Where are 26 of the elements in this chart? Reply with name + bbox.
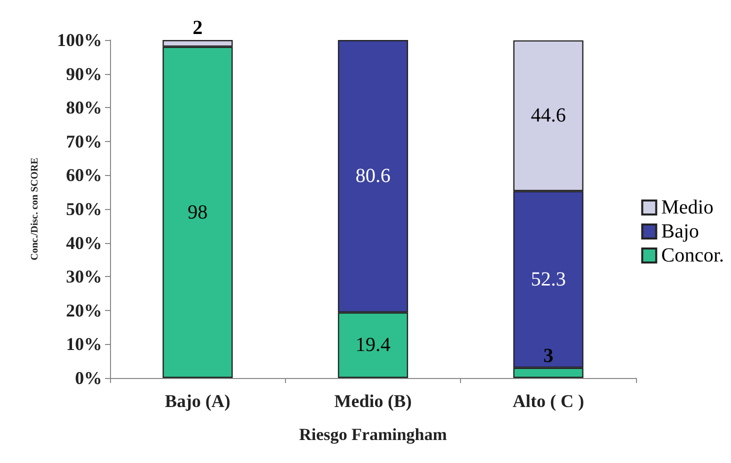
y-tick-label: 100% xyxy=(57,30,102,50)
y-tick-label: 0% xyxy=(75,368,102,388)
data-label: 19.4 xyxy=(356,334,390,356)
y-tick-label: 30% xyxy=(66,266,102,287)
x-tick-label: Medio (B) xyxy=(334,391,412,411)
y-tick-label: 40% xyxy=(66,232,102,253)
data-label: 2 xyxy=(192,17,203,39)
legend-label: Concor. xyxy=(661,244,724,266)
y-axis-title: Conc./Disc. con SCORE xyxy=(30,157,40,260)
x-axis-title: Riesgo Framingham xyxy=(299,425,447,444)
data-label: 3 xyxy=(543,344,554,367)
data-label: 52.3 xyxy=(530,268,566,290)
data-label: 80.6 xyxy=(356,165,390,188)
y-tick-label: 20% xyxy=(66,300,102,320)
x-tick-label: Bajo (A) xyxy=(164,391,230,411)
y-tick-label: 60% xyxy=(66,165,102,186)
y-tick-label: 90% xyxy=(66,64,102,84)
legend-label: Medio xyxy=(661,196,714,218)
y-tick-label: 70% xyxy=(66,131,102,152)
y-tick-label: 50% xyxy=(66,199,102,219)
data-label: 98 xyxy=(188,201,208,224)
data-label: 44.6 xyxy=(530,104,566,127)
y-tick-label: 10% xyxy=(66,334,102,354)
legend-label: Bajo xyxy=(661,220,700,242)
x-tick-label: Alto ( C ) xyxy=(512,391,584,411)
y-tick-label: 80% xyxy=(66,98,102,118)
